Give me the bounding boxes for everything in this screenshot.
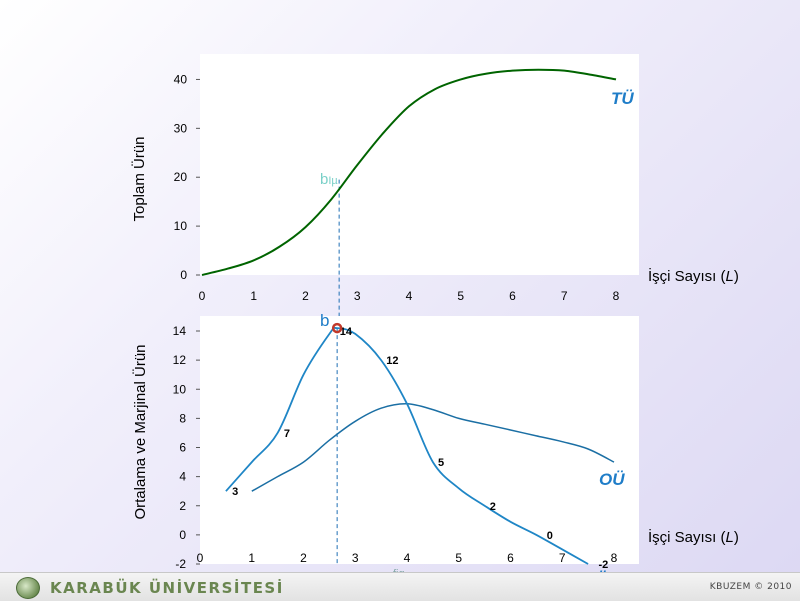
bottom-y-tick-label: 14 bbox=[173, 324, 187, 338]
top-x-tick-label: 8 bbox=[613, 289, 620, 303]
bottom-y-tick-label: 12 bbox=[173, 353, 187, 367]
data-label: -2 bbox=[598, 559, 608, 571]
bottom-y-tick-label: 2 bbox=[179, 499, 186, 513]
top-point-b-label: bIµ bbox=[320, 171, 338, 188]
bottom-x-tick-label: 0 bbox=[197, 551, 204, 565]
bottom-x-tick-label: 1 bbox=[248, 551, 255, 565]
top-y-tick-label: 0 bbox=[180, 268, 187, 282]
bottom-y-tick-label: -2 bbox=[175, 557, 186, 571]
top-plot-area bbox=[200, 54, 639, 275]
data-label: 12 bbox=[386, 355, 398, 367]
bottom-y-tick-label: 8 bbox=[179, 411, 186, 425]
bottom-y-tick-label: 4 bbox=[179, 470, 186, 484]
top-x-tick-label: 5 bbox=[457, 289, 464, 303]
bottom-point-b-label: b bbox=[320, 311, 329, 330]
top-x-axis-label: İşçi Sayısı (L) bbox=[648, 267, 739, 285]
top-x-tick-label: 7 bbox=[561, 289, 568, 303]
data-label: 3 bbox=[232, 486, 238, 498]
bottom-x-axis-label: İşçi Sayısı (L) bbox=[648, 528, 739, 546]
top-x-tick-label: 6 bbox=[509, 289, 516, 303]
copyright-text: KBUZEM © 2010 bbox=[709, 582, 792, 592]
bottom-y-tick-label: 10 bbox=[173, 382, 187, 396]
top-y-tick-label: 20 bbox=[174, 170, 188, 184]
bottom-y-axis-label: Ortalama ve Marjinal Ürün bbox=[131, 344, 149, 519]
top-x-tick-label: 4 bbox=[406, 289, 413, 303]
top-y-tick-label: 30 bbox=[174, 121, 188, 135]
bottom-y-tick-label: 6 bbox=[179, 441, 186, 455]
data-label: 0 bbox=[547, 530, 553, 542]
marginal-product-curve bbox=[225, 326, 589, 565]
top-x-tick-label: 2 bbox=[302, 289, 309, 303]
total-product-curve bbox=[201, 68, 617, 276]
bottom-x-tick-label: 7 bbox=[559, 551, 566, 565]
average-product-curve bbox=[251, 403, 615, 492]
bottom-y-tick-label: 0 bbox=[179, 528, 186, 542]
bottom-plot-area bbox=[200, 316, 639, 564]
max-point-marker bbox=[331, 322, 343, 334]
top-x-tick-label: 3 bbox=[354, 289, 361, 303]
bottom-x-tick-label: 8 bbox=[611, 551, 618, 565]
university-name: KARABÜK ÜNİVERSİTESİ bbox=[50, 579, 284, 597]
data-label: 2 bbox=[490, 501, 496, 513]
bottom-x-tick-label: 6 bbox=[507, 551, 514, 565]
bottom-x-tick-label: 4 bbox=[404, 551, 411, 565]
total-product-chart: 0 10 20 30 40 0 1 2 3 4 5 6 7 8 Toplam Ürün İşçi Sayı… bbox=[130, 54, 739, 318]
top-x-tick-label: 0 bbox=[199, 289, 206, 303]
total-product-label: TÜ bbox=[611, 89, 634, 108]
bottom-x-tick-label: 2 bbox=[300, 551, 307, 565]
top-x-tick-label: 1 bbox=[250, 289, 257, 303]
top-y-tick-label: 10 bbox=[174, 219, 188, 233]
data-label: 7 bbox=[284, 428, 290, 440]
bottom-x-tick-label: 3 bbox=[352, 551, 359, 565]
bottom-x-tick-label: 5 bbox=[455, 551, 462, 565]
top-y-axis-label: Toplam Ürün bbox=[130, 136, 148, 221]
data-label: 5 bbox=[438, 457, 444, 469]
average-product-label: OÜ bbox=[599, 470, 625, 489]
footer-bar: KARABÜK ÜNİVERSİTESİ KBUZEM © 2010 bbox=[0, 572, 800, 601]
university-logo-icon bbox=[16, 577, 40, 599]
data-label: 14 bbox=[340, 326, 353, 338]
top-y-tick-label: 40 bbox=[174, 72, 188, 86]
